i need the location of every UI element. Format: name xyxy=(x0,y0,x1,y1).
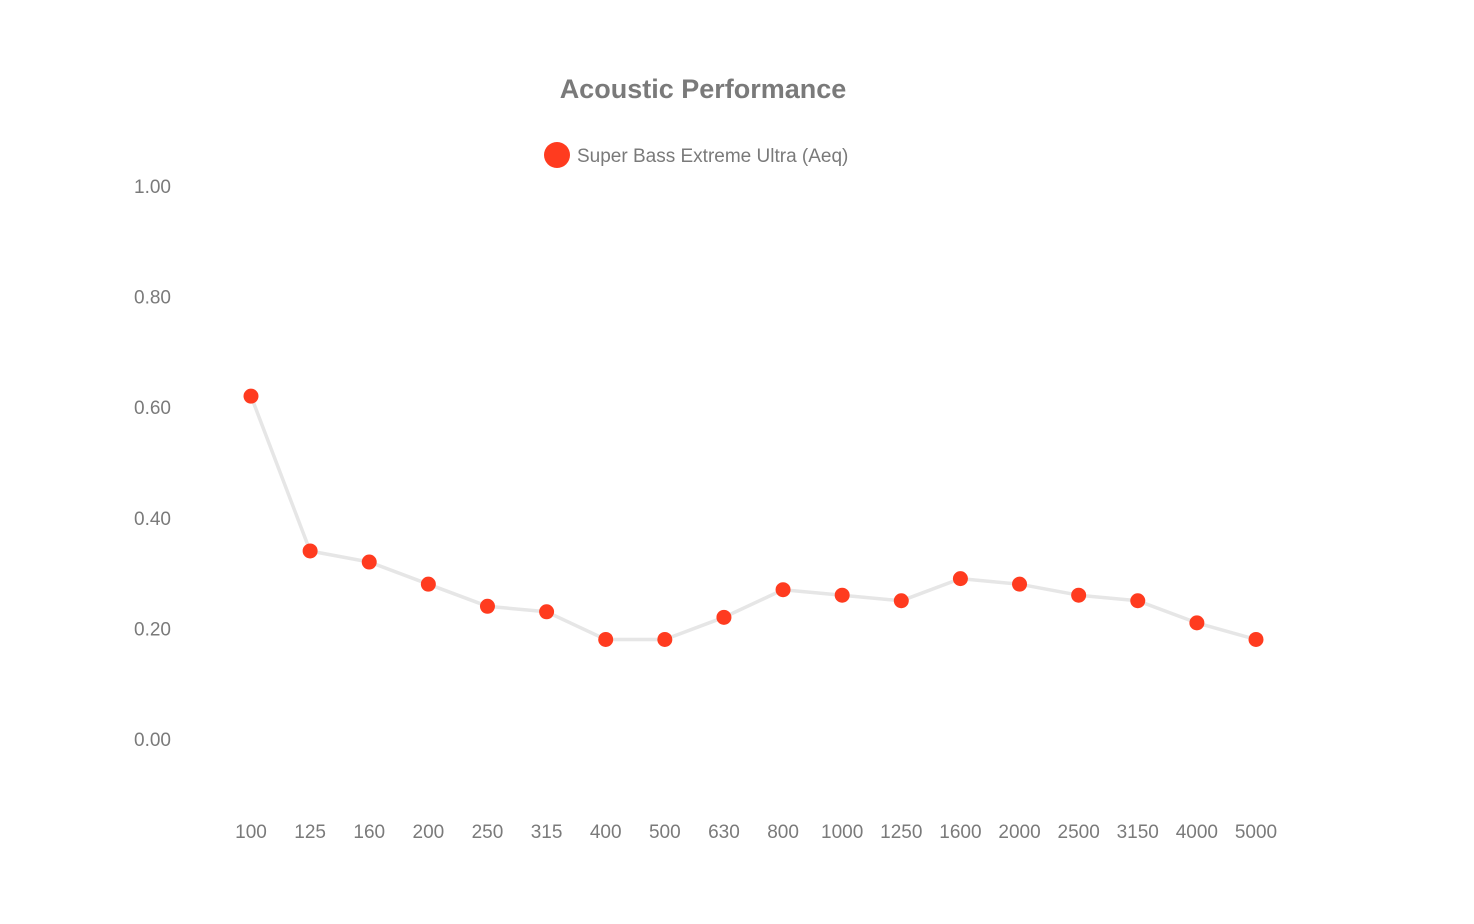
series-lines xyxy=(249,394,1258,642)
data-point[interactable] xyxy=(479,598,495,614)
x-tick-label: 4000 xyxy=(1176,822,1218,843)
data-point[interactable] xyxy=(598,631,614,647)
legend-marker xyxy=(544,142,570,168)
x-tick-label: 200 xyxy=(413,822,445,843)
x-tick-label: 160 xyxy=(353,822,385,843)
data-point[interactable] xyxy=(1248,631,1264,647)
x-tick-label: 1600 xyxy=(939,822,981,843)
chart-title: Acoustic Performance xyxy=(560,74,847,104)
y-tick-label: 0.40 xyxy=(134,509,171,530)
data-point[interactable] xyxy=(539,604,555,620)
data-point[interactable] xyxy=(243,388,259,404)
data-point[interactable] xyxy=(420,576,436,592)
x-tick-label: 100 xyxy=(235,822,267,843)
x-tick-label: 315 xyxy=(531,822,563,843)
series-line xyxy=(249,394,1258,642)
x-axis-labels: 100 125 160 200 250 315 400 500 630 800 1000 1250 16… xyxy=(235,822,1277,843)
x-tick-label: 5000 xyxy=(1235,822,1277,843)
legend[interactable]: Super Bass Extreme Ultra (Aeq) xyxy=(544,142,848,168)
data-point[interactable] xyxy=(834,587,850,603)
y-tick-label: 0.00 xyxy=(134,730,171,751)
data-point[interactable] xyxy=(1130,593,1146,609)
y-tick-label: 0.80 xyxy=(134,288,171,309)
data-point[interactable] xyxy=(657,631,673,647)
y-tick-label: 0.20 xyxy=(134,619,171,640)
data-point[interactable] xyxy=(302,543,318,559)
data-point[interactable] xyxy=(361,554,377,570)
x-tick-label: 500 xyxy=(649,822,681,843)
x-tick-label: 630 xyxy=(708,822,740,843)
x-tick-label: 125 xyxy=(294,822,326,843)
x-tick-label: 400 xyxy=(590,822,622,843)
data-point[interactable] xyxy=(952,571,968,587)
legend-label: Super Bass Extreme Ultra (Aeq) xyxy=(577,146,848,167)
series-points xyxy=(243,388,1264,647)
x-tick-label: 800 xyxy=(767,822,799,843)
x-tick-label: 3150 xyxy=(1117,822,1159,843)
data-point[interactable] xyxy=(1071,587,1087,603)
data-point[interactable] xyxy=(775,582,791,598)
x-tick-label: 250 xyxy=(472,822,504,843)
data-point[interactable] xyxy=(716,609,732,625)
y-tick-label: 1.00 xyxy=(134,177,171,198)
x-tick-label: 1000 xyxy=(821,822,863,843)
y-axis-labels: 1.00 0.80 0.60 0.40 0.20 0.00 xyxy=(134,177,171,751)
x-tick-label: 2000 xyxy=(998,822,1040,843)
data-point[interactable] xyxy=(893,593,909,609)
data-point[interactable] xyxy=(1189,615,1205,631)
y-tick-label: 0.60 xyxy=(134,398,171,419)
x-tick-label: 2500 xyxy=(1058,822,1100,843)
data-point[interactable] xyxy=(1012,576,1028,592)
x-tick-label: 1250 xyxy=(880,822,922,843)
